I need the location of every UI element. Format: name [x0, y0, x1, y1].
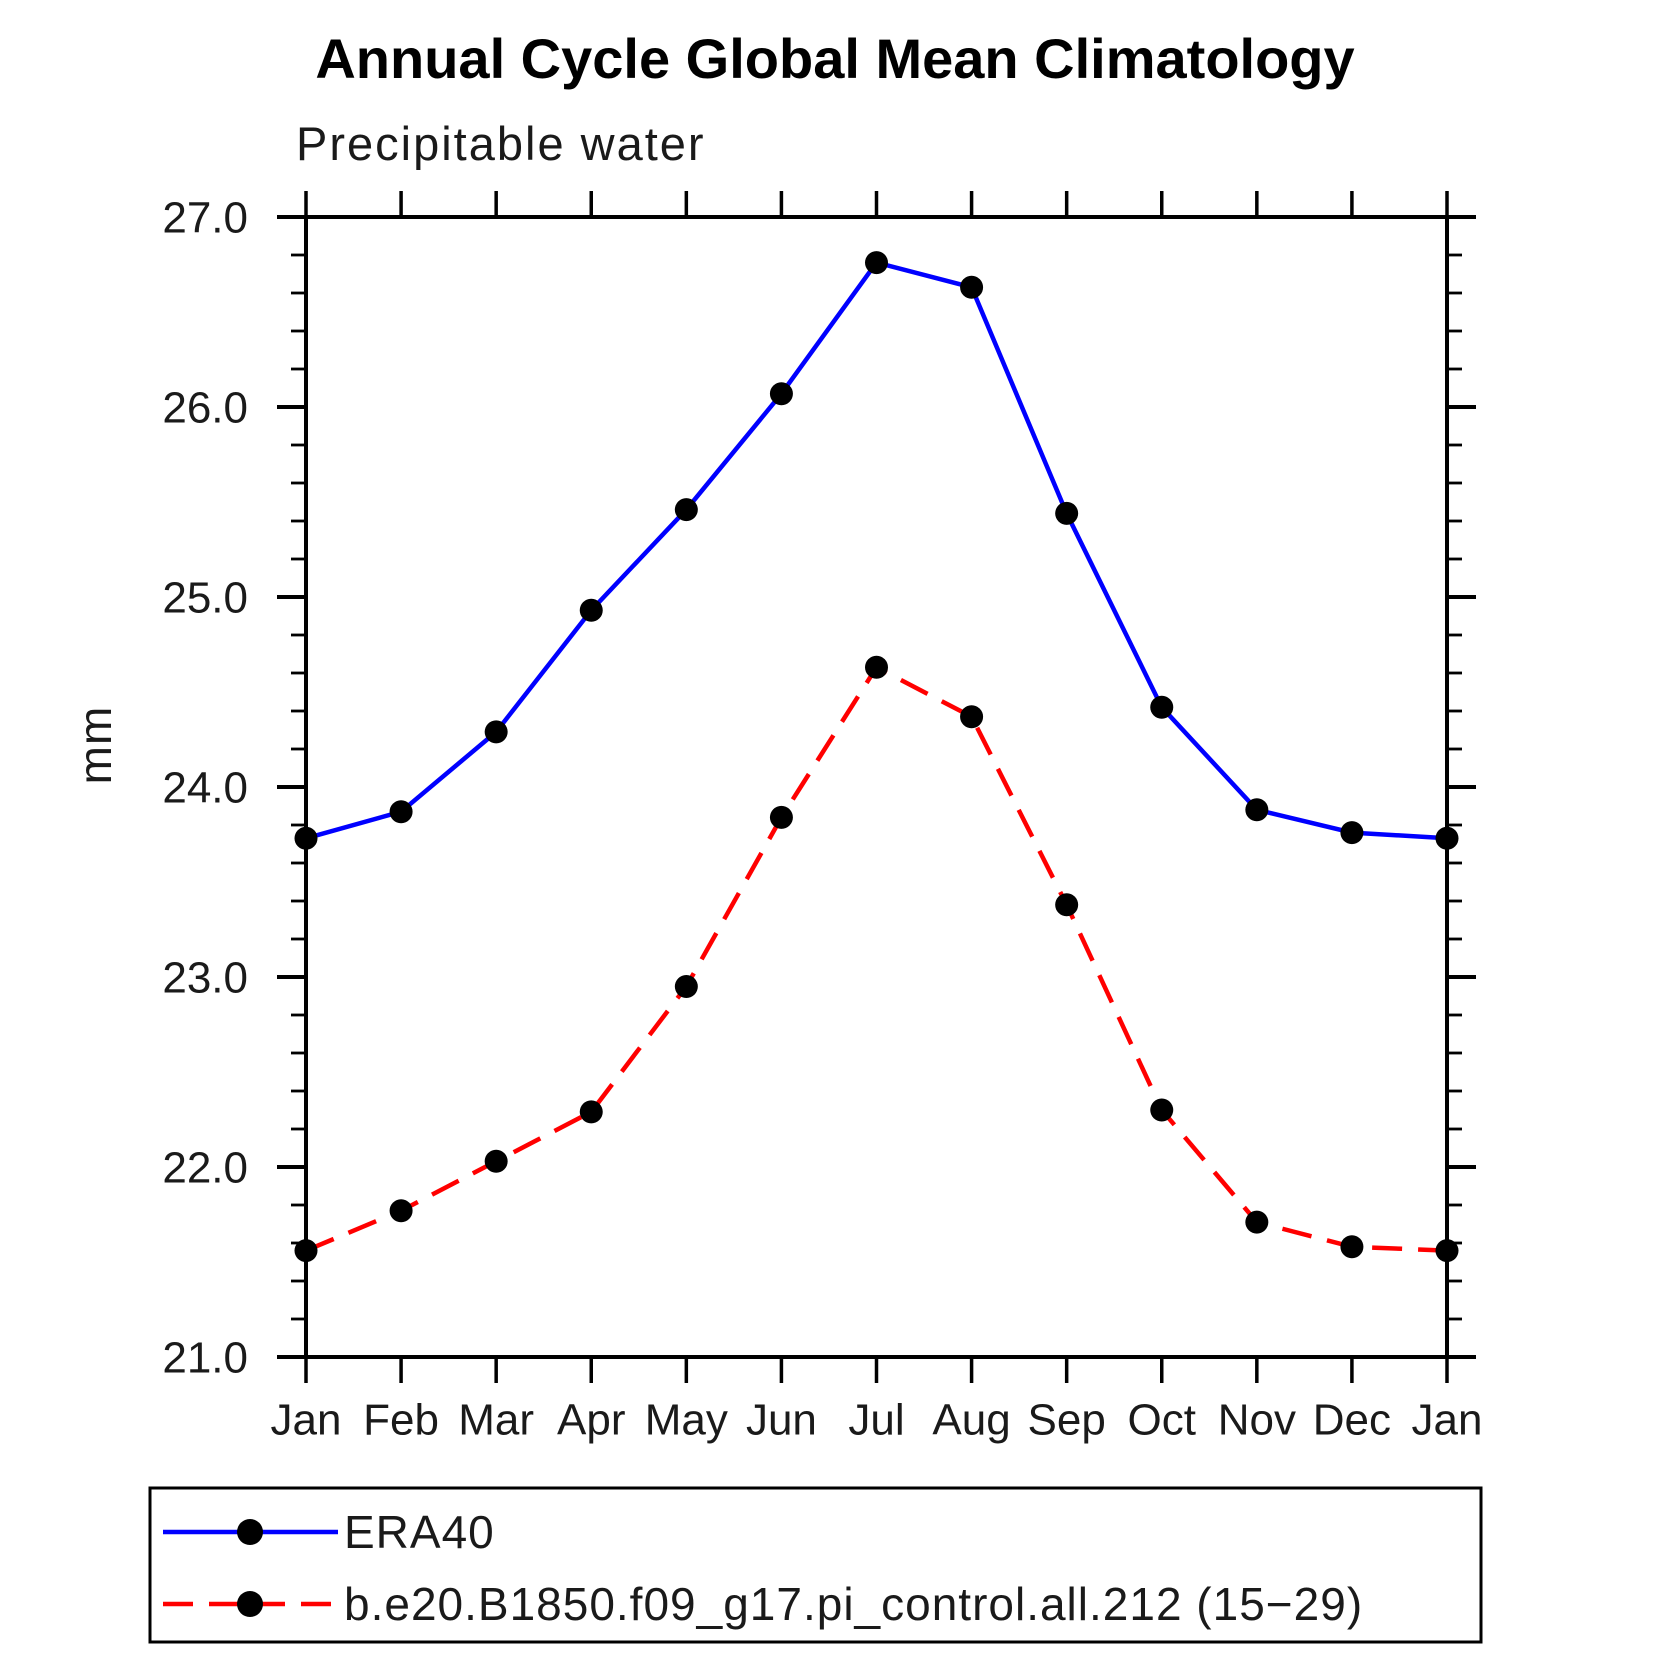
x-tick-label: Apr: [557, 1395, 625, 1444]
chart-subtitle: Precipitable water: [296, 117, 706, 170]
y-tick-label: 24.0: [162, 763, 248, 812]
y-tick-label: 21.0: [162, 1333, 248, 1382]
x-tick-label: Jun: [746, 1395, 817, 1444]
series-0-marker: [865, 251, 888, 275]
series-1-marker: [1435, 1239, 1459, 1263]
y-tick-label: 22.0: [162, 1143, 248, 1192]
series-1-marker: [1340, 1235, 1364, 1259]
x-tick-label: Sep: [1028, 1395, 1106, 1444]
x-tick-label: Nov: [1218, 1395, 1296, 1444]
series-1-line: [305, 664, 1448, 1253]
series-0-marker: [960, 275, 984, 299]
legend-box: [148, 1486, 1483, 1644]
y-tick-label: 26.0: [162, 383, 248, 432]
series-1-marker: [1245, 1210, 1269, 1234]
legend: ERA40 b.e20.B1850.f09_g17.pi_control.all…: [148, 1486, 1483, 1644]
series-1-marker: [769, 805, 793, 829]
x-tick-label: Jan: [1412, 1395, 1483, 1444]
series-0-marker: [1150, 695, 1174, 719]
series-0-marker: [579, 598, 603, 622]
x-tick-label: Aug: [932, 1395, 1010, 1444]
y-tick-label: 25.0: [162, 573, 248, 622]
series-0-marker: [674, 498, 698, 522]
x-tick-label: Oct: [1128, 1395, 1196, 1444]
series-1-marker: [294, 1239, 318, 1263]
legend-sample-marker-model: [237, 1591, 263, 1617]
series-1-marker: [1055, 893, 1079, 917]
series-1-marker: [389, 1199, 413, 1223]
legend-label-era40: ERA40: [344, 1506, 495, 1558]
x-tick-label: May: [645, 1395, 728, 1444]
series-0-marker: [484, 720, 508, 744]
x-tick-label: Feb: [363, 1395, 439, 1444]
series-1-marker: [960, 705, 984, 729]
series-0-marker: [1435, 826, 1459, 850]
series-0-marker: [389, 800, 413, 824]
y-tick-label: 27.0: [162, 193, 248, 242]
series-1-marker: [865, 655, 888, 679]
x-tick-label: Dec: [1313, 1395, 1391, 1444]
series-1-marker: [1150, 1098, 1174, 1122]
series-0-marker: [769, 382, 793, 406]
series-1-marker: [674, 975, 698, 998]
series-0-marker: [1055, 501, 1079, 525]
x-tick-label: Jul: [848, 1395, 904, 1444]
x-tick-label: Mar: [458, 1395, 534, 1444]
legend-sample-marker-era40: [237, 1519, 263, 1545]
series-0-marker: [1340, 821, 1364, 845]
plot-frame: [304, 215, 1449, 1359]
chart-title: Annual Cycle Global Mean Climatology: [315, 27, 1355, 90]
series-0-line: [305, 260, 1448, 841]
x-tick-label: Jan: [271, 1395, 342, 1444]
legend-label-model: b.e20.B1850.f09_g17.pi_control.all.212 (…: [344, 1578, 1363, 1630]
series-1-marker: [484, 1149, 508, 1173]
y-tick-label: 23.0: [162, 953, 248, 1002]
series-0-marker: [294, 826, 318, 850]
series-1-marker: [579, 1100, 603, 1124]
series-0-marker: [1245, 798, 1269, 822]
